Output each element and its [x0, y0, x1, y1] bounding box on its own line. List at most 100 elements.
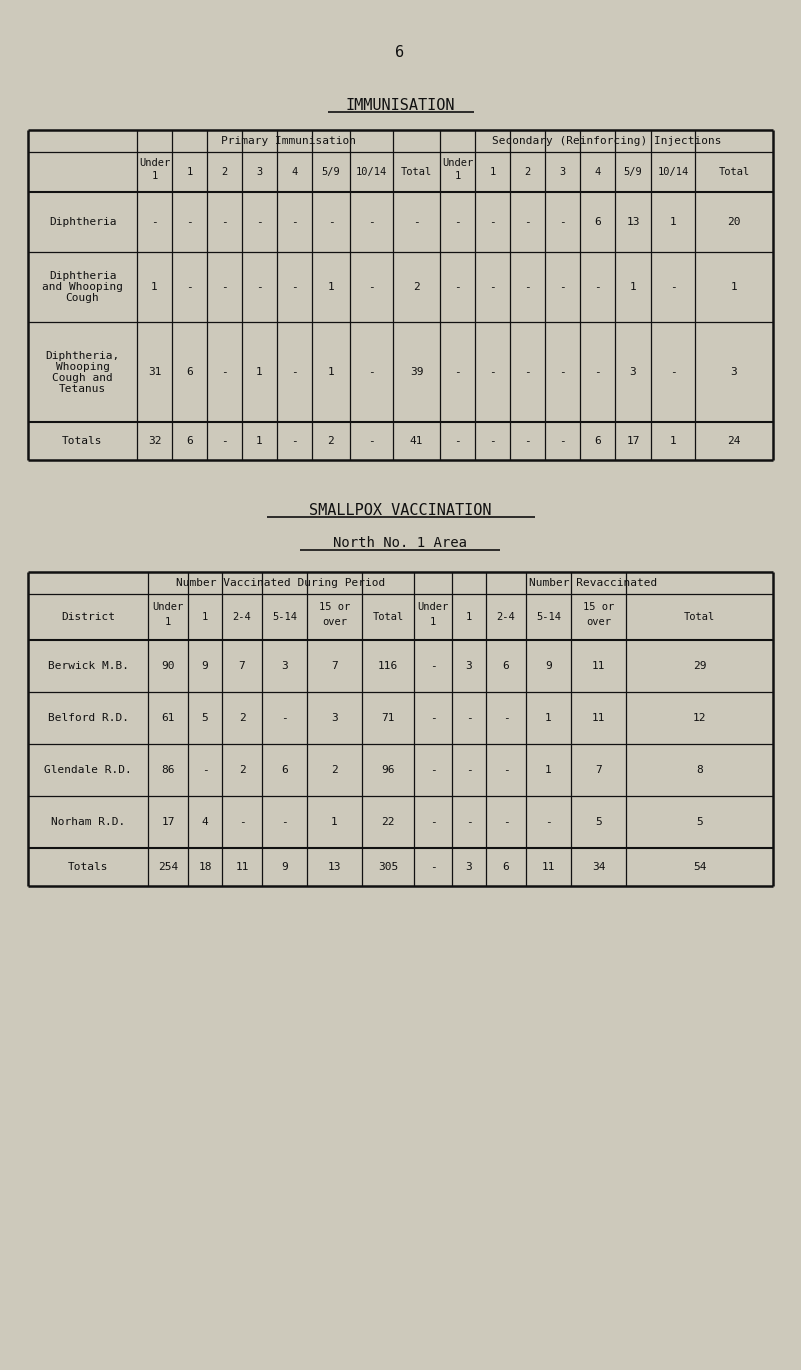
Text: 8: 8: [696, 764, 702, 775]
Text: 3: 3: [630, 367, 636, 377]
Text: 2-4: 2-4: [497, 612, 515, 622]
Text: Berwick M.B.: Berwick M.B.: [47, 660, 128, 671]
Text: 22: 22: [381, 817, 395, 827]
Text: -: -: [413, 216, 420, 227]
Text: -: -: [429, 660, 437, 671]
Text: -: -: [454, 436, 461, 447]
Text: 6: 6: [281, 764, 288, 775]
Text: 1: 1: [489, 167, 496, 177]
Text: 13: 13: [626, 216, 640, 227]
Text: -: -: [291, 436, 298, 447]
Text: -: -: [502, 712, 509, 723]
Text: SMALLPOX VACCINATION: SMALLPOX VACCINATION: [308, 503, 491, 518]
Text: -: -: [465, 764, 473, 775]
Text: 96: 96: [381, 764, 395, 775]
Text: District: District: [61, 612, 115, 622]
Text: 3: 3: [256, 167, 263, 177]
Text: Totals: Totals: [68, 862, 108, 871]
Text: 31: 31: [147, 367, 161, 377]
Text: 18: 18: [199, 862, 211, 871]
Text: -: -: [256, 282, 263, 292]
Text: -: -: [559, 436, 566, 447]
Text: 29: 29: [693, 660, 706, 671]
Text: -: -: [559, 367, 566, 377]
Text: 20: 20: [727, 216, 741, 227]
Text: Number Vaccinated During Period: Number Vaccinated During Period: [176, 578, 385, 588]
Text: 5: 5: [696, 817, 702, 827]
Text: 1: 1: [256, 367, 263, 377]
Text: -: -: [281, 712, 288, 723]
Text: 32: 32: [147, 436, 161, 447]
Text: -: -: [368, 436, 375, 447]
Text: Under: Under: [139, 158, 170, 169]
Text: 6: 6: [186, 367, 193, 377]
Text: -: -: [221, 216, 227, 227]
Text: -: -: [502, 764, 509, 775]
Text: 7: 7: [331, 660, 338, 671]
Text: -: -: [454, 282, 461, 292]
Text: 1: 1: [165, 616, 171, 627]
Text: 61: 61: [161, 712, 175, 723]
Text: 1: 1: [466, 612, 472, 622]
Text: 9: 9: [281, 862, 288, 871]
Text: -: -: [594, 282, 601, 292]
Text: Total: Total: [718, 167, 750, 177]
Text: -: -: [429, 862, 437, 871]
Text: 11: 11: [592, 712, 606, 723]
Text: Glendale R.D.: Glendale R.D.: [44, 764, 132, 775]
Text: 34: 34: [592, 862, 606, 871]
Text: -: -: [221, 436, 227, 447]
Text: 1: 1: [670, 436, 676, 447]
Text: -: -: [186, 282, 193, 292]
Text: Under: Under: [152, 601, 183, 612]
Text: 15 or: 15 or: [319, 601, 350, 612]
Text: North No. 1 Area: North No. 1 Area: [333, 536, 467, 549]
Text: -: -: [489, 436, 496, 447]
Text: 1: 1: [151, 171, 158, 181]
Text: 1: 1: [545, 712, 552, 723]
Text: Total: Total: [684, 612, 715, 622]
Text: Diphtheria: Diphtheria: [49, 216, 116, 227]
Text: 1: 1: [430, 616, 436, 627]
Text: 3: 3: [465, 660, 473, 671]
Text: 41: 41: [410, 436, 423, 447]
Text: -: -: [559, 216, 566, 227]
Text: -: -: [524, 216, 531, 227]
Text: -: -: [256, 216, 263, 227]
Text: Secondary (Reinforcing) Injections: Secondary (Reinforcing) Injections: [492, 136, 721, 147]
Text: 3: 3: [731, 367, 738, 377]
Text: 1: 1: [331, 817, 338, 827]
Text: -: -: [281, 817, 288, 827]
Text: -: -: [489, 216, 496, 227]
Text: Diphtheria,: Diphtheria,: [46, 351, 119, 360]
Text: -: -: [465, 712, 473, 723]
Text: 5/9: 5/9: [624, 167, 642, 177]
Text: over: over: [586, 616, 611, 627]
Text: 4: 4: [202, 817, 208, 827]
Text: 6: 6: [594, 216, 601, 227]
Text: 39: 39: [410, 367, 423, 377]
Text: 5-14: 5-14: [536, 612, 561, 622]
Text: Totals: Totals: [62, 436, 103, 447]
Text: 2-4: 2-4: [232, 612, 252, 622]
Text: -: -: [454, 216, 461, 227]
Text: 9: 9: [202, 660, 208, 671]
Text: and Whooping: and Whooping: [42, 282, 123, 292]
Text: -: -: [429, 712, 437, 723]
Text: 3: 3: [465, 862, 473, 871]
Text: 71: 71: [381, 712, 395, 723]
Text: 2: 2: [239, 712, 245, 723]
Text: 5/9: 5/9: [322, 167, 340, 177]
Text: over: over: [322, 616, 347, 627]
Text: -: -: [221, 282, 227, 292]
Text: 1: 1: [202, 612, 208, 622]
Text: 1: 1: [256, 436, 263, 447]
Text: Under: Under: [417, 601, 449, 612]
Text: -: -: [670, 367, 676, 377]
Text: 11: 11: [541, 862, 555, 871]
Text: -: -: [489, 367, 496, 377]
Text: Total: Total: [400, 167, 432, 177]
Text: Cough and: Cough and: [52, 373, 113, 382]
Text: -: -: [291, 216, 298, 227]
Text: 7: 7: [239, 660, 245, 671]
